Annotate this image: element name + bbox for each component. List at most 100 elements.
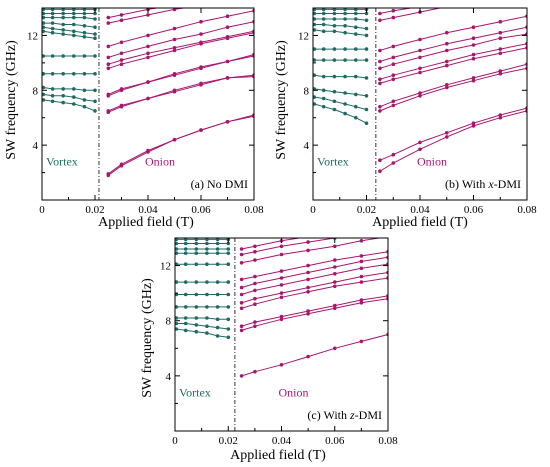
onion-data-point (472, 1, 476, 5)
vortex-data-point (42, 85, 46, 90)
vortex-data-point (313, 73, 317, 77)
onion-data-point (199, 40, 203, 45)
onion-data-point (306, 277, 310, 282)
onion-data-point (378, 48, 382, 53)
panel-c: 0 0.02 0.04 0.06 0.08 4 8 12 Vortex Onion (c) With… (140, 231, 398, 463)
onion-data-point (106, 172, 111, 176)
vortex-data-point (226, 247, 231, 251)
onion-mode-line (379, 15, 527, 51)
vortex-data-point (215, 241, 220, 246)
onion-data-point (199, 19, 203, 24)
onion-data-point (333, 231, 337, 235)
onion-data-point (239, 277, 244, 282)
onion-data-point (359, 339, 364, 344)
onion-data-point (172, 72, 177, 76)
y-tick-label: 8 (304, 85, 310, 97)
vortex-data-point (82, 54, 87, 58)
onion-data-point (306, 285, 310, 290)
onion-mode-line (241, 334, 388, 377)
x-tick-label: 0.06 (325, 435, 345, 447)
onion-data-point (225, 25, 230, 30)
x-tick-label: 0.02 (357, 204, 376, 216)
onion-data-point (239, 252, 244, 257)
vortex-data-point (50, 26, 55, 31)
onion-data-point (498, 113, 503, 117)
onion-data-point (172, 46, 177, 50)
vortex-data-point (82, 30, 87, 35)
onion-data-point (471, 36, 476, 40)
vortex-data-point (175, 247, 179, 251)
vortex-data-point (183, 262, 188, 267)
onion-mode-line (108, 114, 254, 176)
vortex-data-point (175, 280, 179, 284)
vortex-data-point (343, 8, 347, 12)
onion-data-point (498, 30, 503, 35)
onion-data-point (445, 41, 449, 46)
panel-b-plot-area (313, 1, 527, 200)
vortex-data-point (215, 292, 220, 297)
vortex-data-point (332, 99, 337, 104)
onion-mode-line (108, 115, 254, 175)
onion-data-point (253, 274, 257, 279)
vortex-data-point (332, 74, 337, 79)
vortex-data-point (215, 251, 220, 255)
vortex-data-point (50, 21, 55, 25)
panel-a: 0 0.02 0.04 0.06 0.08 4 8 12 Vortex Onion (a) No D… (4, 0, 264, 230)
onion-data-point (391, 73, 396, 77)
onion-data-point (306, 248, 310, 253)
onion-data-point (199, 81, 203, 86)
onion-data-point (279, 252, 284, 257)
x-tick-label: 0.04 (410, 204, 430, 216)
vortex-data-point (354, 58, 358, 62)
vortex-data-point (354, 47, 358, 51)
vortex-data-point (321, 74, 326, 79)
onion-data-point (391, 103, 396, 108)
vortex-data-point (332, 107, 337, 112)
vortex-data-point (343, 58, 347, 62)
vortex-data-point (72, 8, 76, 12)
vortex-data-point (72, 29, 76, 34)
vortex-data-point (332, 29, 337, 34)
onion-data-point (172, 8, 177, 12)
vortex-data-point (364, 94, 369, 98)
y-tick-label: 8 (166, 316, 172, 328)
vortex-data-point (321, 96, 326, 101)
onion-data-point (279, 269, 284, 273)
vortex-data-point (226, 335, 231, 340)
onion-data-point (199, 32, 203, 36)
vortex-data-point (50, 54, 55, 58)
vortex-data-point (205, 316, 209, 320)
onion-mode-line (108, 74, 254, 112)
vortex-data-point (72, 22, 76, 27)
panel-b-axes: 0 0.02 0.04 0.06 0.08 4 8 12 Vortex Onion (b) With… (298, 7, 537, 216)
onion-data-point (119, 62, 124, 66)
vortex-data-point (354, 104, 358, 109)
onion-data-point (199, 0, 203, 3)
onion-data-point (146, 55, 150, 60)
vortex-data-point (183, 251, 188, 255)
vortex-data-point (313, 8, 317, 12)
onion-data-point (498, 72, 503, 76)
onion-mode-line (379, 110, 527, 172)
onion-data-point (106, 44, 111, 49)
vortex-data-point (354, 32, 358, 36)
vortex-data-point (364, 76, 369, 80)
onion-mode-line (241, 272, 388, 304)
vortex-data-point (321, 22, 326, 27)
onion-mode-line (379, 67, 527, 112)
onion-mode-line (108, 76, 254, 113)
vortex-data-point (194, 280, 199, 284)
onion-data-point (306, 270, 310, 275)
vortex-data-point (332, 17, 337, 21)
onion-data-point (239, 247, 244, 251)
onion-data-point (445, 59, 449, 64)
y-tick-label: 4 (304, 140, 310, 152)
vortex-data-point (50, 15, 55, 20)
vortex-data-point (321, 104, 326, 109)
vortex-data-point (72, 11, 76, 16)
vortex-data-point (61, 32, 65, 36)
vortex-data-point (42, 98, 46, 102)
onion-data-point (199, 65, 203, 69)
vortex-data-point (354, 11, 358, 16)
vortex-data-point (175, 238, 179, 242)
